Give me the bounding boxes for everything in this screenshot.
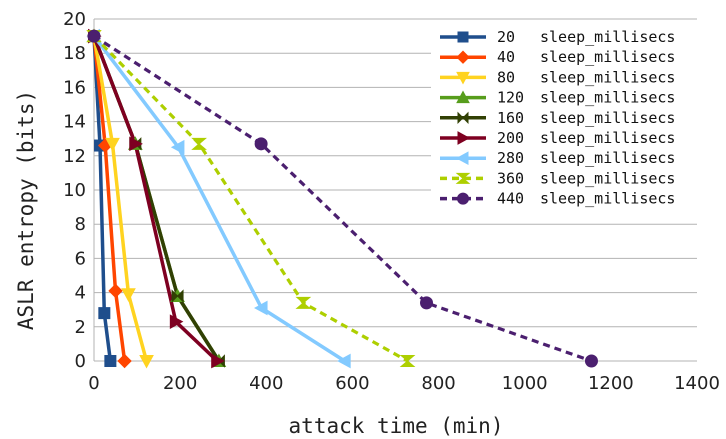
legend-series-unit: sleep_millisecs (540, 89, 675, 107)
x-tick-label: 800 (421, 373, 455, 394)
series-line-40 (92, 35, 127, 362)
legend-entry: 40 sleep_millisecs (497, 48, 675, 66)
series-line-20 (92, 36, 113, 362)
legend-entry: 20 sleep_millisecs (497, 28, 675, 46)
legend-series-name: 200 (497, 129, 524, 147)
legend-marker-120 (456, 90, 470, 104)
legend-marker-440 (457, 192, 469, 205)
series-line-440 (93, 34, 593, 363)
data-point-20 (98, 307, 111, 320)
y-tick-labels: 0 2 4 6 8 10 12 14 16 18 20 (63, 9, 86, 372)
legend-marker-280 (455, 151, 469, 166)
y-tick-label: 6 (75, 248, 86, 269)
data-point-80 (121, 288, 136, 302)
legend-series-name: 160 (497, 109, 524, 127)
x-tick-label: 200 (163, 373, 197, 394)
data-point-200 (211, 353, 225, 369)
legend-series-name: 20 (497, 28, 515, 46)
data-point-40 (108, 283, 123, 299)
y-tick-label: 18 (63, 43, 86, 64)
data-point-440 (87, 29, 101, 43)
legend-marker-20 (457, 31, 469, 43)
legend-entry: 280 sleep_millisecs (497, 149, 675, 167)
data-point-360 (295, 296, 312, 309)
legend-marker-360 (455, 172, 471, 184)
x-axis-label: attack time (min) (289, 414, 504, 438)
legend-marker-200 (457, 131, 471, 145)
legend-series-unit: sleep_millisecs (540, 68, 675, 86)
data-point-20 (104, 355, 117, 367)
x-tick-label: 0 (88, 373, 99, 394)
y-tick-label: 16 (63, 77, 86, 98)
legend-series-unit: sleep_millisecs (540, 149, 675, 167)
data-point-280 (253, 300, 268, 316)
legend-series-unit: sleep_millisecs (540, 129, 675, 147)
legend-series-name: 80 (497, 68, 515, 86)
data-point-160 (171, 289, 184, 303)
gridlines (94, 18, 697, 328)
y-tick-label: 12 (63, 146, 86, 167)
data-point-440 (254, 137, 268, 151)
legend: 20 sleep_millisecs 40 sleep_millisecs 80 slee… (431, 20, 697, 210)
legend-series-name: 120 (497, 89, 524, 107)
legend-entry: 360 sleep_millisecs (497, 169, 675, 187)
legend-entry: 160 sleep_millisecs (497, 109, 675, 127)
data-point-280 (170, 139, 185, 155)
series-line-200 (92, 35, 219, 363)
legend-series-name: 440 (497, 190, 524, 208)
data-point-80 (139, 355, 154, 369)
legend-series-unit: sleep_millisecs (540, 28, 675, 46)
series-markers (86, 28, 598, 369)
legend-entry: 120 sleep_millisecs (497, 89, 675, 107)
series-lines (92, 34, 593, 363)
legend-series-name: 360 (497, 169, 524, 187)
data-point-440 (420, 296, 434, 310)
data-point-440 (584, 354, 598, 368)
y-tick-label: 20 (63, 9, 86, 30)
legend-series-unit: sleep_millisecs (540, 190, 675, 208)
x-tick-label: 1400 (674, 373, 720, 394)
series-line-360 (92, 34, 409, 363)
legend-series-name: 280 (497, 149, 524, 167)
data-point-360 (191, 137, 207, 150)
y-tick-label: 2 (75, 317, 86, 338)
legend-entry: 440 sleep_millisecs (497, 190, 675, 208)
legend-series-unit: sleep_millisecs (540, 109, 675, 127)
series-line-80 (92, 35, 149, 362)
data-point-200 (129, 136, 143, 152)
y-tick-label: 14 (63, 112, 86, 133)
data-point-360 (399, 355, 416, 367)
data-point-280 (337, 353, 351, 369)
legend-marker-80 (456, 71, 470, 85)
y-tick-label: 4 (75, 283, 86, 304)
data-point-200 (169, 314, 184, 330)
x-tick-label: 1200 (588, 373, 634, 394)
y-tick-label: 0 (75, 351, 86, 372)
legend-series-unit: sleep_millisecs (540, 169, 675, 187)
legend-entry: 80 sleep_millisecs (497, 68, 675, 86)
y-axis-label: ASLR entropy (bits) (14, 90, 38, 330)
y-tick-label: 10 (63, 180, 86, 201)
x-tick-label: 1000 (502, 373, 548, 394)
x-tick-labels: 0 200 400 600 800 1000 1200 1400 (88, 373, 720, 394)
legend-series-name: 40 (497, 48, 515, 66)
y-tick-label: 8 (75, 214, 86, 235)
legend-series-unit: sleep_millisecs (540, 48, 675, 66)
data-point-80 (105, 137, 120, 152)
x-tick-label: 400 (249, 373, 283, 394)
data-point-40 (117, 353, 132, 369)
legend-background (431, 20, 697, 210)
legend-entry: 200 sleep_millisecs (497, 129, 675, 147)
legend-marker-160 (457, 111, 469, 125)
series-line-280 (92, 35, 346, 363)
legend-marker-40 (456, 50, 470, 64)
x-tick-label: 600 (335, 373, 369, 394)
